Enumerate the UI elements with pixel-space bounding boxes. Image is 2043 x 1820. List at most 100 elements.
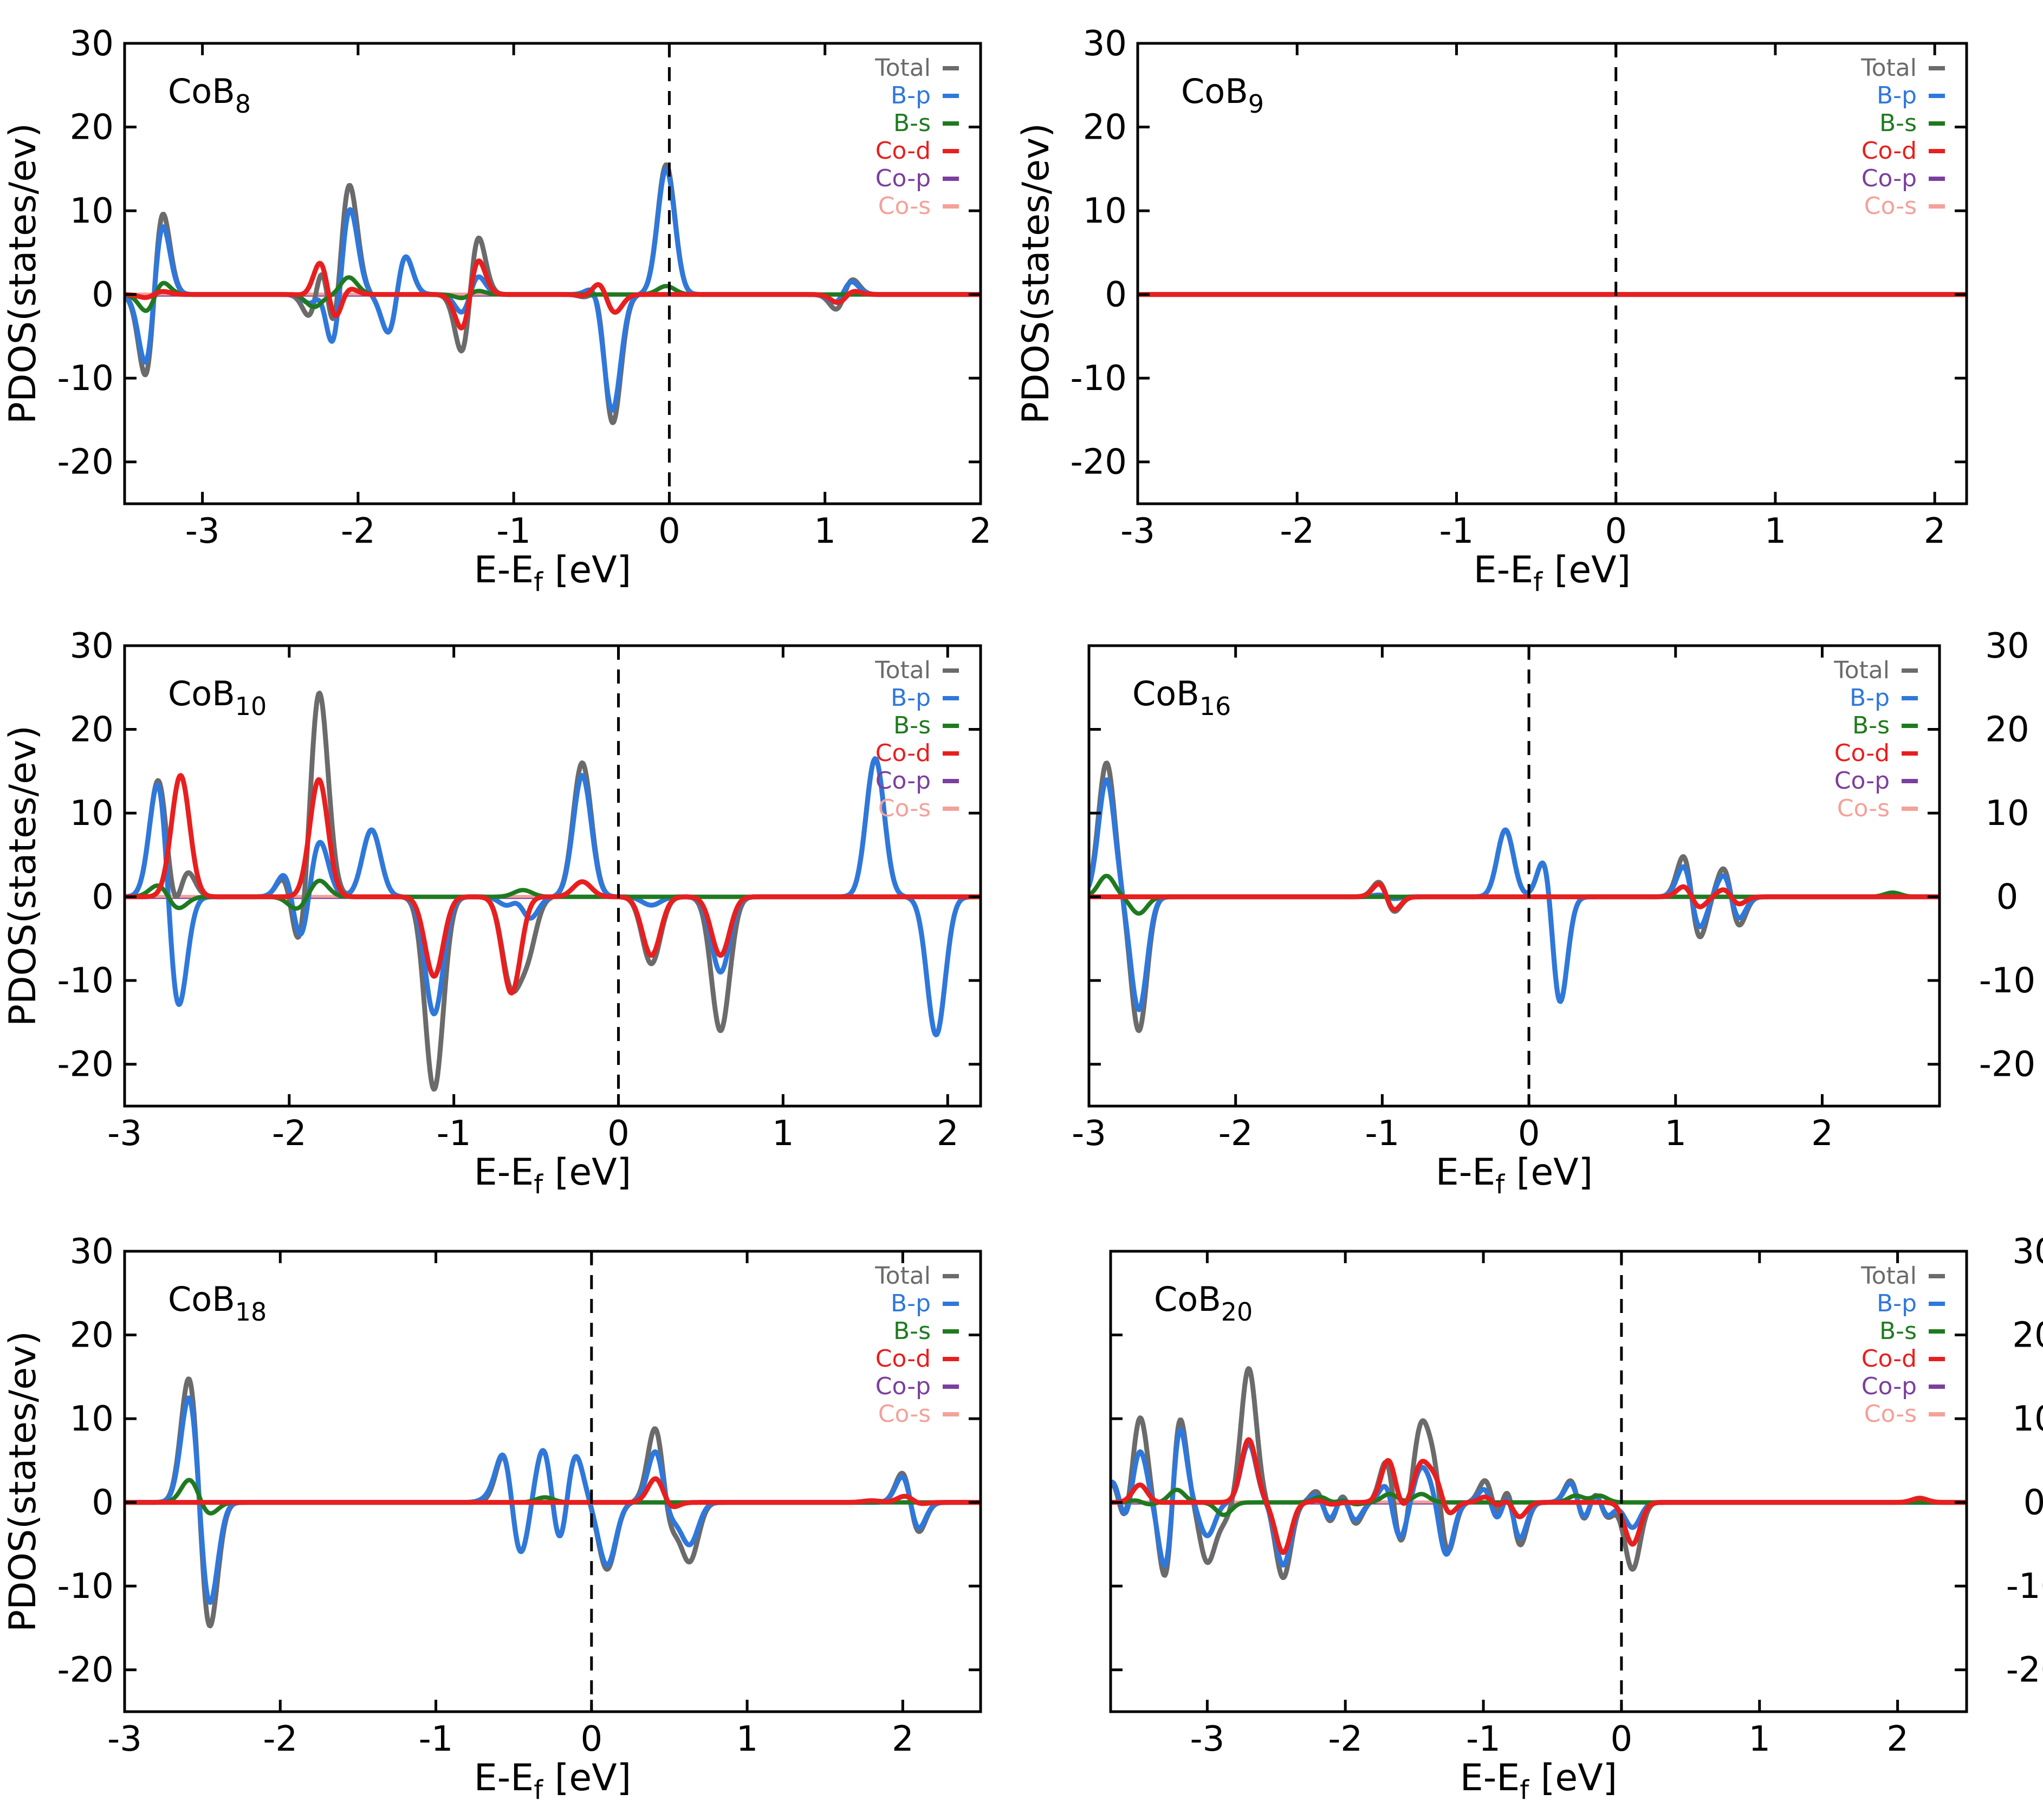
legend-label: B-p	[891, 1290, 931, 1317]
x-axis-title-main: E-E	[474, 1151, 534, 1194]
legend-label: Total	[874, 1262, 931, 1290]
legend-label: Co-p	[875, 767, 931, 795]
panel-title-main: CoB	[1132, 674, 1199, 713]
x-axis-title: E-Ef [eV]	[474, 549, 631, 597]
legend-label: B-s	[893, 1317, 931, 1345]
legend-label: Co-d	[1862, 1345, 1917, 1373]
x-tick-label: 0	[1518, 1114, 1540, 1154]
y-tick-label: 10	[2012, 1399, 2043, 1439]
legend-label: Co-d	[875, 739, 931, 767]
y-tick-label: 30	[70, 24, 114, 64]
plot-frame	[123, 42, 982, 505]
plot-frame	[123, 644, 982, 1108]
x-tick-label: -3	[185, 511, 220, 551]
x-tick-label: 1	[1765, 511, 1787, 551]
x-axis-title: E-Ef [eV]	[1460, 1757, 1617, 1805]
x-tick-label: 0	[1605, 511, 1627, 551]
y-tick-label: 0	[1105, 275, 1127, 315]
x-tick-label: 0	[1611, 1719, 1633, 1759]
y-tick-label: 30	[70, 1232, 114, 1272]
x-axis-title-sub: f	[1520, 1775, 1529, 1805]
co-d-curve	[125, 1476, 981, 1510]
legend-label: Co-d	[1834, 739, 1890, 767]
legend-label: Co-s	[1864, 192, 1917, 220]
y-tick-label: 30	[70, 626, 114, 666]
y-tick-label: 0	[92, 275, 114, 315]
x-axis-title-sub: f	[534, 1169, 543, 1200]
y-axis-title: PDOS(states/ev)	[2, 1331, 44, 1632]
panel-title-sub: 18	[235, 1297, 267, 1327]
y-tick-label: 20	[70, 108, 114, 148]
x-tick-label: -1	[496, 511, 531, 551]
legend-label: Co-d	[875, 1345, 931, 1373]
legend-label: B-s	[893, 109, 931, 137]
legend-label: B-s	[1879, 109, 1917, 137]
legend-label: Co-s	[878, 192, 931, 220]
legend-label: Co-p	[1834, 767, 1890, 795]
x-axis-title-main: E-E	[474, 549, 534, 592]
x-tick-label: 1	[1748, 1719, 1770, 1759]
y-tick-label: -10	[1070, 359, 1127, 399]
legend-label: B-s	[893, 712, 931, 739]
y-tick-label: 0	[92, 1483, 114, 1523]
panel-title-main: CoB	[1181, 72, 1248, 111]
pdos-panel: -3 -2 -1 0 1 2-20-100102030PDOS(states/ev)E-E…	[2, 1232, 982, 1805]
legend-label: Co-s	[878, 795, 931, 822]
x-tick-label: -2	[1328, 1719, 1363, 1759]
curve-group	[125, 1376, 981, 1629]
x-tick-label: -1	[1466, 1719, 1501, 1759]
panel-title-main: CoB	[168, 72, 235, 111]
x-axis-title: E-Ef [eV]	[1436, 1151, 1593, 1200]
y-tick-label: -10	[57, 359, 114, 399]
x-tick-label: 0	[658, 511, 680, 551]
x-axis-title-main: E-E	[474, 1757, 534, 1799]
y-tick-label: 20	[2012, 1316, 2043, 1356]
legend-label: Co-p	[1862, 1373, 1917, 1400]
x-axis-title-sub: f	[1533, 567, 1543, 597]
legend-label: Co-s	[878, 1400, 931, 1428]
y-tick-label: 30	[2012, 1232, 2043, 1272]
x-tick-label: -1	[1439, 511, 1474, 551]
y-tick-label: 10	[70, 1399, 114, 1439]
x-axis-title-sub: f	[534, 567, 543, 597]
legend-label: B-p	[891, 684, 931, 712]
legend-label: B-p	[1877, 82, 1917, 109]
plot-frame	[123, 1250, 982, 1713]
legend-label: Total	[1860, 1262, 1917, 1290]
legend-label: Total	[874, 54, 931, 82]
legend-label: Co-d	[875, 137, 931, 165]
panel-title: CoB10	[168, 674, 267, 721]
y-axis-title: PDOS(states/ev)	[1015, 123, 1058, 424]
panel-title-sub: 9	[1248, 89, 1264, 119]
x-axis-title-main: E-E	[1460, 1757, 1520, 1799]
panel-title-sub: 10	[235, 692, 267, 721]
y-tick-label: -20	[57, 1650, 114, 1691]
panel-title: CoB18	[168, 1279, 267, 1327]
y-tick-label: 0	[1996, 877, 2019, 918]
legend-label: Co-s	[1864, 1400, 1917, 1428]
x-axis-title-sub: f	[534, 1775, 543, 1805]
legend-label: Co-p	[875, 165, 931, 192]
x-tick-label: 2	[1924, 511, 1946, 551]
curve-group	[125, 691, 981, 1092]
co-d-curve	[125, 773, 981, 996]
x-axis-title: E-Ef [eV]	[474, 1151, 631, 1200]
x-tick-label: 1	[772, 1114, 794, 1154]
legend-label: B-p	[1877, 1290, 1917, 1317]
panel-title: CoB16	[1132, 674, 1231, 721]
pdos-panel: -3 -2 -1 0 1 2-20-100102030PDOS(states/ev)E-E…	[1015, 24, 1968, 597]
x-axis-title-unit: [eV]	[543, 549, 631, 592]
plot-frame	[1087, 644, 1941, 1108]
y-tick-label: 10	[70, 794, 114, 834]
x-axis-title-unit: [eV]	[1504, 1151, 1593, 1194]
y-tick-label: -20	[1070, 443, 1127, 483]
panel-title-main: CoB	[168, 1279, 235, 1319]
legend-label: B-s	[1852, 712, 1890, 739]
x-axis-title-unit: [eV]	[1542, 549, 1631, 592]
x-axis-title: E-Ef [eV]	[474, 1757, 631, 1805]
x-tick-label: -2	[1280, 511, 1314, 551]
x-tick-label: -3	[107, 1719, 142, 1759]
y-tick-label: -20	[2006, 1650, 2043, 1691]
